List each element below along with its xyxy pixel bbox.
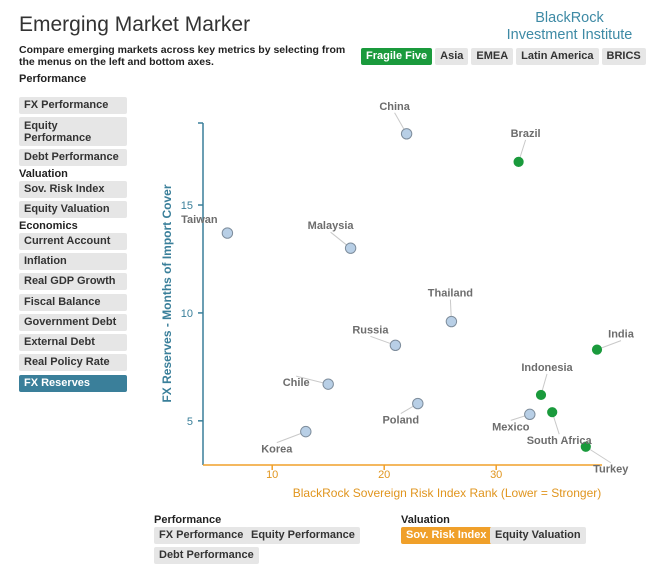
point-label-south-africa: South Africa xyxy=(527,435,593,447)
bottom-section-label-performance: Performance xyxy=(154,514,222,526)
data-point-indonesia[interactable] xyxy=(535,389,547,401)
point-label-indonesia: Indonesia xyxy=(521,362,573,374)
y-tick-label: 15 xyxy=(181,200,193,212)
menu-item-inflation[interactable]: Inflation xyxy=(19,253,127,270)
data-point-south-africa[interactable] xyxy=(547,407,558,418)
data-point-thailand[interactable] xyxy=(445,315,458,328)
section-label-economics: Economics xyxy=(19,220,78,232)
bottom-menu-item-equity-valuation[interactable]: Equity Valuation xyxy=(490,527,586,544)
x-axis-ticks: 10 20 30 xyxy=(266,465,502,481)
data-point-turkey[interactable] xyxy=(580,441,591,452)
point-label-poland: Poland xyxy=(382,415,419,427)
point-label-russia: Russia xyxy=(352,324,389,336)
menu-item-real-policy-rate[interactable]: Real Policy Rate xyxy=(19,354,127,371)
point-label-chile: Chile xyxy=(283,377,310,389)
point-label-china: China xyxy=(379,101,410,113)
y-axis-ticks: 5 10 15 xyxy=(181,122,203,428)
menu-item-equity-performance[interactable]: Equity Performance xyxy=(19,117,127,146)
point-label-turkey: Turkey xyxy=(593,464,629,476)
menu-item-real-gdp-growth[interactable]: Real GDP Growth xyxy=(19,273,127,290)
x-axis-label: BlackRock Sovereign Risk Index Rank (Low… xyxy=(293,486,601,500)
data-point-chile[interactable] xyxy=(322,378,334,390)
data-point-taiwan[interactable] xyxy=(221,227,234,239)
brand-line-1: BlackRock xyxy=(535,10,604,26)
point-label-malaysia: Malaysia xyxy=(308,220,355,232)
menu-item-sov-risk-index[interactable]: Sov. Risk Index xyxy=(19,181,127,198)
data-point-china[interactable] xyxy=(400,128,413,140)
section-label-performance: Performance xyxy=(19,73,87,85)
data-point-malaysia[interactable] xyxy=(344,242,357,254)
y-tick-label: 5 xyxy=(187,416,193,428)
data-point-mexico[interactable] xyxy=(524,408,536,421)
menu-item-current-account[interactable]: Current Account xyxy=(19,233,127,250)
menu-item-government-debt[interactable]: Government Debt xyxy=(19,314,127,331)
point-label-thailand: Thailand xyxy=(428,288,473,300)
tab-brics[interactable]: BRICS xyxy=(601,48,646,65)
menu-item-equity-valuation[interactable]: Equity Valuation xyxy=(19,201,127,218)
data-points xyxy=(221,128,603,452)
point-labels: China Brazil Taiwan Malaysia Thailand Russia I… xyxy=(181,101,635,476)
bottom-section-label-valuation: Valuation xyxy=(401,514,450,526)
page-title: Emerging Market Marker xyxy=(19,13,251,36)
page-subtitle: Compare emerging markets across key metr… xyxy=(19,44,346,68)
data-point-korea[interactable] xyxy=(300,425,312,438)
tab-asia[interactable]: Asia xyxy=(435,48,469,65)
menu-item-debt-performance[interactable]: Debt Performance xyxy=(19,149,127,166)
menu-item-fx-reserves[interactable]: FX Reserves xyxy=(19,375,127,392)
brand-logo: BlackRock Investment Institute xyxy=(497,10,642,44)
data-point-russia[interactable] xyxy=(389,339,402,351)
menu-item-fiscal-balance[interactable]: Fiscal Balance xyxy=(19,294,127,311)
x-tick-label: 10 xyxy=(266,469,278,481)
point-label-india: India xyxy=(608,329,635,341)
tab-fragile-five[interactable]: Fragile Five xyxy=(361,48,433,65)
bottom-menu-item-sov-risk-index[interactable]: Sov. Risk Index xyxy=(401,527,492,544)
data-point-brazil[interactable] xyxy=(513,156,524,167)
y-tick-label: 10 xyxy=(181,308,193,320)
point-label-taiwan: Taiwan xyxy=(181,214,218,226)
bottom-menu-item-equity-performance[interactable]: Equity Performance xyxy=(246,527,360,544)
data-point-india[interactable] xyxy=(591,344,603,355)
x-tick-label: 20 xyxy=(378,469,390,481)
tab-emea[interactable]: EMEA xyxy=(471,48,514,65)
point-label-mexico: Mexico xyxy=(492,421,530,433)
bottom-menu-item-fx-performance[interactable]: FX Performance xyxy=(154,527,249,544)
tab-latin-america[interactable]: Latin America xyxy=(516,48,599,65)
region-tabs: Fragile Five Asia EMEA Latin America BRI… xyxy=(361,48,646,65)
menu-item-external-debt[interactable]: External Debt xyxy=(19,334,127,351)
bottom-menu-item-debt-performance[interactable]: Debt Performance xyxy=(154,547,259,564)
point-label-korea: Korea xyxy=(261,444,293,456)
point-label-brazil: Brazil xyxy=(511,128,541,140)
section-label-valuation: Valuation xyxy=(19,168,68,180)
brand-line-2: Investment Institute xyxy=(506,27,633,43)
y-axis-label: FX Reserves - Months of Import Cover xyxy=(160,184,174,402)
x-tick-label: 30 xyxy=(490,469,502,481)
data-point-poland[interactable] xyxy=(412,397,424,410)
menu-item-fx-performance[interactable]: FX Performance xyxy=(19,97,127,114)
